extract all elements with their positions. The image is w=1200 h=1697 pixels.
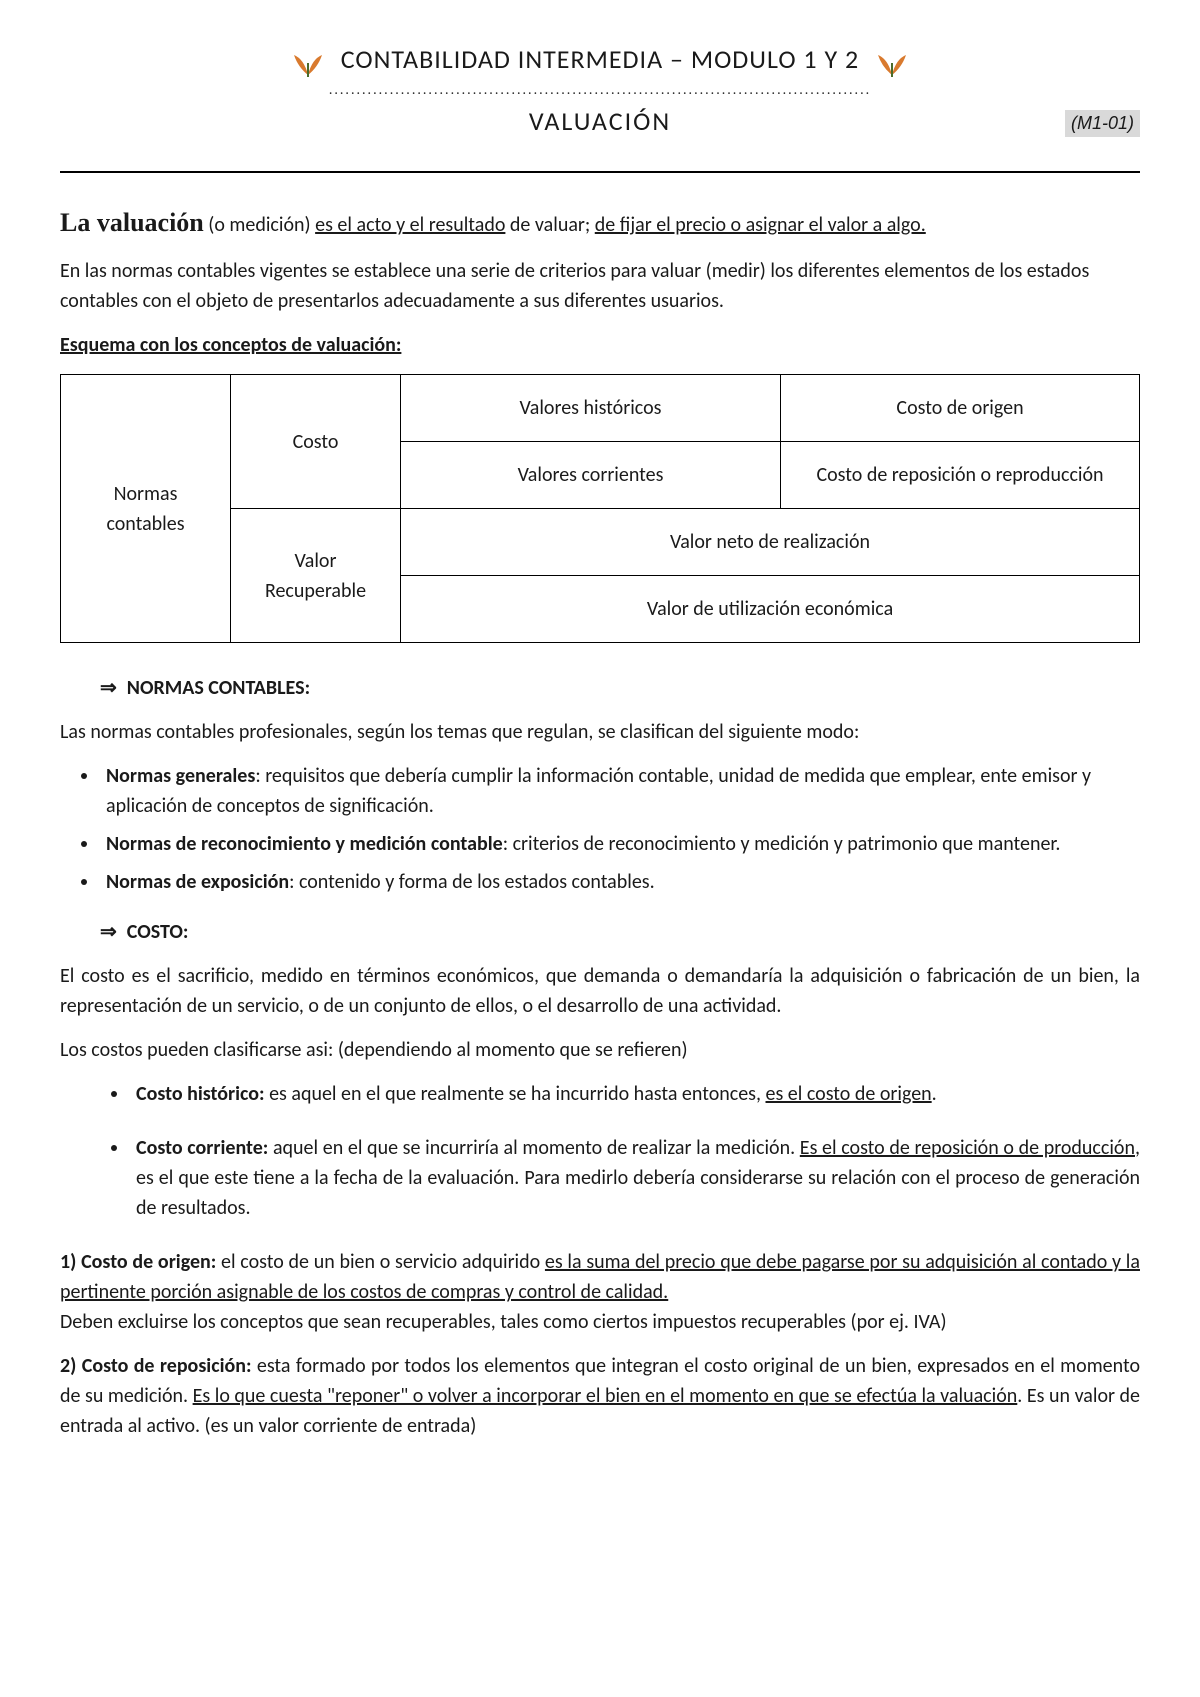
intro-paragraph-1: La valuación (o medición) es el acto y e… (60, 203, 1140, 242)
cell-vue: Valor de utilización económica (401, 576, 1140, 643)
cell-valhist: Valores históricos (401, 375, 781, 442)
page-code: (M1-01) (1065, 110, 1140, 137)
list-item: Normas generales: requisitos que debería… (100, 761, 1140, 821)
header-subtitle: VALUACIÓN (60, 102, 1140, 141)
intro-paragraph-2: En las normas contables vigentes se esta… (60, 256, 1140, 316)
def-costo-reposicion: 2) Costo de reposición: esta formado por… (60, 1351, 1140, 1441)
heading-normas: NORMAS CONTABLES: (100, 673, 1140, 703)
scheme-title: Esquema con los conceptos de valuación: (60, 330, 1140, 360)
header-title: CONTABILIDAD INTERMEDIA – MODULO 1 Y 2 (341, 40, 859, 79)
def1-line2: Deben excluirse los conceptos que sean r… (60, 1310, 947, 1334)
header-title-row: CONTABILIDAD INTERMEDIA – MODULO 1 Y 2 (60, 40, 1140, 81)
costo-p1: El costo es el sacrificio, medido en tér… (60, 961, 1140, 1021)
def-costo-origen: 1) Costo de origen: el costo de un bien … (60, 1247, 1140, 1337)
cell-valcorr: Valores corrientes (401, 442, 781, 509)
list-item: Costo histórico: es aquel en el que real… (130, 1079, 1140, 1109)
costo-p2: Los costos pueden clasificarse asi: (dep… (60, 1035, 1140, 1065)
cell-vnr: Valor neto de realización (401, 509, 1140, 576)
leaf-right-icon (872, 45, 912, 81)
list-item: Normas de reconocimiento y medición cont… (100, 829, 1140, 859)
cell-reposicion: Costo de reposición o reproducción (781, 442, 1140, 509)
heading-costo: COSTO: (100, 917, 1140, 947)
costo-sublist: Costo histórico: es aquel en el que real… (130, 1079, 1140, 1223)
intro-underline-2: de fijar el precio o asignar el valor a … (595, 213, 926, 237)
normas-list: Normas generales: requisitos que debería… (100, 761, 1140, 897)
lead-term: La valuación (60, 208, 204, 237)
normas-intro: Las normas contables profesionales, segú… (60, 717, 1140, 747)
cell-costo: Costo (231, 375, 401, 509)
page-header: CONTABILIDAD INTERMEDIA – MODULO 1 Y 2 .… (60, 40, 1140, 141)
list-item: Normas de exposición: contenido y forma … (100, 867, 1140, 897)
valuation-scheme-table: Normas contables Costo Valores histórico… (60, 374, 1140, 643)
header-rule (60, 171, 1140, 173)
list-item: Costo corriente: aquel en el que se incu… (130, 1133, 1140, 1223)
intro-underline-1: es el acto y el resultado (315, 213, 505, 237)
header-dots: ........................................… (60, 79, 1140, 100)
leaf-left-icon (288, 45, 328, 81)
cell-normas: Normas contables (61, 375, 231, 643)
cell-valrec: Valor Recuperable (231, 509, 401, 643)
cell-costoorigen: Costo de origen (781, 375, 1140, 442)
